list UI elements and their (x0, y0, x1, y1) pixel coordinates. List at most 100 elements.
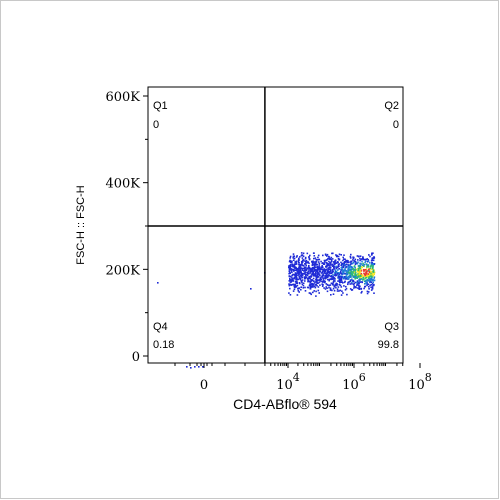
event-point (323, 274, 325, 277)
event-point (292, 266, 295, 268)
event-point (369, 262, 371, 264)
event-point (365, 270, 368, 272)
event-point (353, 256, 355, 259)
event-point (341, 276, 343, 278)
event-point (313, 282, 316, 284)
event-point (335, 286, 337, 289)
event-point (368, 279, 370, 282)
event-point (305, 276, 308, 279)
event-point (322, 273, 325, 275)
event-point (371, 261, 373, 264)
event-point (354, 269, 357, 271)
event-point (347, 281, 350, 284)
event-point (363, 263, 365, 266)
event-point (288, 284, 291, 287)
event-point (348, 272, 351, 275)
event-point (305, 268, 307, 270)
event-point (300, 274, 303, 276)
event-point (290, 261, 293, 264)
event-point (367, 266, 370, 268)
event-point (370, 274, 373, 276)
event-point (341, 281, 343, 283)
event-point (336, 290, 339, 292)
event-point (327, 268, 329, 270)
event-point (310, 293, 312, 296)
event-point (292, 253, 295, 255)
event-point (345, 259, 347, 262)
event-point (340, 286, 343, 288)
event-point (327, 255, 330, 258)
event-point (325, 283, 328, 285)
event-point (312, 273, 315, 275)
event-point (310, 279, 312, 282)
event-point (338, 259, 340, 261)
event-point (328, 286, 330, 289)
event-point (353, 265, 356, 268)
event-point (190, 367, 192, 369)
y-tick-label: 400K (105, 177, 140, 192)
event-point (306, 286, 309, 289)
event-point (368, 254, 370, 256)
x-tick-label: 104 (276, 371, 300, 393)
event-point (349, 279, 352, 282)
event-point (319, 274, 321, 276)
event-point (339, 272, 342, 274)
event-point (290, 263, 292, 266)
x-tick-label: 106 (342, 371, 366, 393)
event-point (318, 270, 321, 272)
event-point (295, 274, 298, 277)
event-point (329, 272, 331, 274)
q2-value: 0 (393, 119, 399, 131)
event-point (303, 268, 306, 270)
event-point (339, 289, 342, 292)
event-point (292, 283, 295, 286)
event-point (301, 261, 303, 263)
event-point (333, 268, 335, 270)
event-point (326, 253, 329, 256)
event-point (350, 253, 352, 256)
event-point (338, 280, 341, 283)
event-point (351, 273, 354, 275)
event-point (371, 253, 373, 255)
event-point (314, 261, 316, 263)
event-point (308, 256, 310, 259)
event-point (366, 290, 369, 293)
event-point (354, 258, 357, 261)
event-point (301, 276, 304, 279)
event-point (364, 269, 367, 271)
event-point (290, 275, 292, 278)
event-point (347, 266, 350, 268)
event-point (333, 262, 335, 264)
event-point (368, 275, 371, 277)
event-point (317, 256, 319, 259)
event-point (315, 290, 317, 293)
event-point (302, 264, 304, 267)
event-point (296, 277, 298, 280)
event-point (306, 261, 308, 264)
event-point (332, 293, 335, 295)
event-point (294, 284, 296, 286)
event-point (332, 287, 335, 290)
event-point (361, 258, 363, 260)
event-point (315, 272, 318, 274)
event-point (362, 256, 364, 258)
event-point (359, 273, 362, 276)
event-point (289, 272, 291, 275)
event-point (289, 294, 292, 296)
event-point (345, 261, 347, 263)
event-point (317, 268, 320, 270)
event-point (295, 282, 297, 285)
event-point (300, 279, 302, 282)
event-point (326, 275, 329, 277)
event-point (302, 259, 305, 261)
event-point (343, 264, 345, 267)
event-point (333, 277, 335, 279)
event-point (331, 258, 334, 260)
event-point (354, 267, 356, 269)
event-point (312, 277, 315, 280)
event-point (325, 268, 328, 271)
event-point (290, 265, 292, 267)
event-point (332, 252, 334, 255)
event-point (371, 275, 373, 278)
